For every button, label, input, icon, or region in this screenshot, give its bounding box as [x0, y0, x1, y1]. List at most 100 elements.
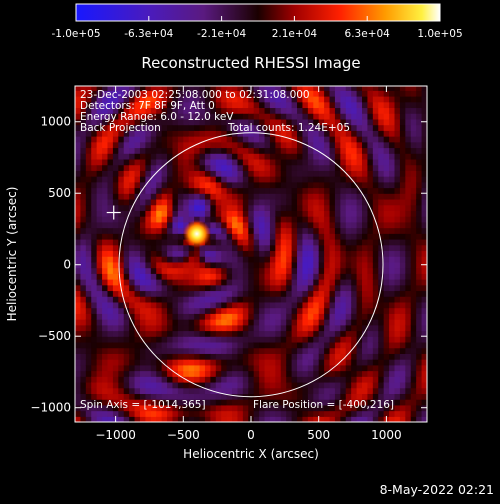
heatmap-cell [188, 284, 195, 292]
heatmap-cell [139, 279, 146, 286]
heatmap-cell [102, 307, 109, 314]
heatmap-cell [242, 198, 249, 206]
heatmap-cell [112, 387, 119, 395]
heatmap-cell [215, 359, 222, 366]
heatmap-cell [221, 290, 228, 297]
heatmap-cell [372, 153, 379, 160]
heatmap-cell [302, 404, 309, 412]
heatmap-cell [324, 341, 331, 349]
heatmap-cell [324, 130, 331, 137]
heatmap-cell [118, 404, 125, 412]
heatmap-cell [383, 187, 390, 194]
heatmap-cell [172, 324, 179, 332]
heatmap-cell [102, 96, 109, 103]
heatmap-cell [280, 341, 287, 349]
heatmap-cell [286, 164, 293, 171]
heatmap-cell [145, 158, 152, 166]
heatmap-cell [75, 250, 82, 257]
heatmap-cell [75, 267, 82, 274]
heatmap-cell [199, 170, 206, 177]
heatmap-cell [112, 273, 119, 280]
heatmap-cell [242, 221, 249, 229]
heatmap-cell [383, 193, 390, 200]
heatmap-cell [91, 170, 98, 177]
heatmap-cell [102, 227, 109, 234]
heatmap-cell [399, 381, 406, 389]
heatmap-cell [405, 273, 412, 280]
heatmap-cell [318, 210, 325, 217]
heatmap-cell [123, 107, 130, 114]
heatmap-cell [215, 290, 222, 297]
heatmap-cell [389, 90, 396, 97]
heatmap-cell [242, 147, 249, 154]
heatmap-cell [210, 341, 217, 349]
colorbar-tick-labels: -1.0e+05 -6.3e+04 -2.1e+04 2.1e+04 6.3e+04 1.… [51, 28, 462, 40]
heatmap-cell [102, 347, 109, 354]
heatmap-cell [232, 113, 239, 120]
heatmap-cell [399, 353, 406, 360]
heatmap-cell [102, 238, 109, 246]
heatmap-cell [96, 250, 103, 257]
heatmap-cell [232, 256, 239, 263]
heatmap-cell [112, 158, 119, 166]
heatmap-cell [334, 210, 341, 217]
heatmap-cell [383, 296, 390, 303]
heatmap-cell [280, 86, 287, 91]
heatmap-cell [123, 118, 130, 126]
heatmap-cell [183, 204, 190, 211]
heatmap-cell [248, 124, 255, 131]
heatmap-cell [172, 158, 179, 166]
heatmap-cell [199, 141, 206, 149]
heatmap-cell [123, 404, 130, 412]
heatmap-cell [237, 290, 244, 297]
heatmap-cell [345, 313, 352, 320]
heatmap-cell [297, 164, 304, 171]
heatmap-cell [134, 181, 141, 189]
heatmap-cell [291, 404, 298, 412]
heatmap-cell [356, 387, 363, 395]
heatmap-cell [383, 387, 390, 395]
heatmap-cell [264, 370, 271, 377]
heatmap-cell [167, 279, 174, 286]
heatmap-cell [340, 107, 347, 114]
heatmap-cell [194, 170, 201, 177]
heatmap-cell [242, 238, 249, 246]
heatmap-cell [145, 193, 152, 200]
heatmap-cell [405, 387, 412, 395]
heatmap-cell [80, 210, 87, 217]
heatmap-cell [161, 256, 168, 263]
heatmap-cell [329, 416, 336, 422]
heatmap-cell [362, 96, 369, 103]
heatmap-cell [210, 90, 217, 97]
heatmap-cell [253, 370, 260, 377]
heatmap-cell [307, 279, 314, 286]
heatmap-cell [129, 90, 136, 97]
heatmap-cell [150, 124, 157, 131]
heatmap-cell [232, 296, 239, 303]
heatmap-cell [145, 319, 152, 326]
heatmap-cell [134, 393, 141, 400]
heatmap-cell [399, 244, 406, 252]
heatmap-cell [232, 136, 239, 143]
heatmap-cell [389, 353, 396, 360]
heatmap-cell [286, 273, 293, 280]
heatmap-cell [134, 296, 141, 303]
heatmap-cell [161, 330, 168, 337]
heatmap-cell [334, 324, 341, 332]
heatmap-cell [362, 164, 369, 171]
heatmap-cell [118, 227, 125, 234]
heatmap-cell [259, 376, 266, 383]
heatmap-cell [313, 170, 320, 177]
heatmap-cell [389, 330, 396, 337]
heatmap-cell [421, 233, 427, 240]
heatmap-cell [210, 273, 217, 280]
heatmap-cell [226, 376, 233, 383]
heatmap-cell [269, 387, 276, 395]
heatmap-cell [410, 193, 417, 200]
heatmap-cell [421, 256, 427, 263]
heatmap-cell [389, 164, 396, 171]
heatmap-cell [80, 353, 87, 360]
heatmap-cell [134, 176, 141, 183]
heatmap-cell [167, 101, 174, 109]
heatmap-cell [399, 170, 406, 177]
